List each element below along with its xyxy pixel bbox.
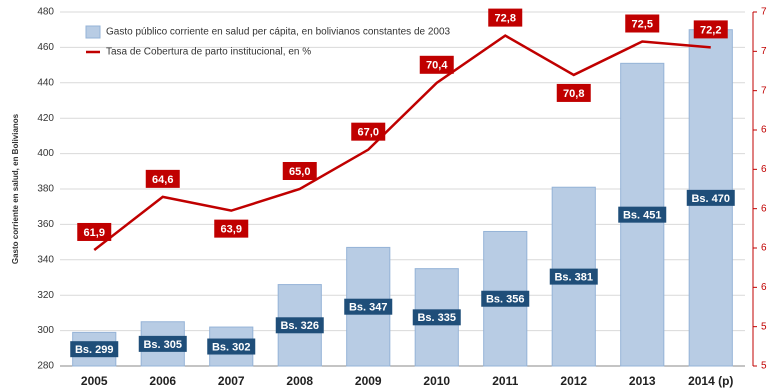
- y2-tick-label: 7: [761, 46, 767, 57]
- bar-label: Bs. 305: [143, 339, 182, 351]
- line-label-box: [214, 219, 249, 238]
- bar-label-box: [138, 335, 187, 352]
- line-label: 72,5: [632, 18, 653, 30]
- y-tick-label: 380: [37, 184, 54, 195]
- x-tick-label: 2005: [81, 374, 108, 388]
- bar-label: Bs. 470: [691, 193, 730, 205]
- y2-tick-label: 6: [761, 203, 767, 214]
- bar-label: Bs. 451: [623, 210, 662, 222]
- line-label: 63,9: [221, 224, 242, 236]
- y-tick-label: 420: [37, 113, 54, 124]
- bar-label: Bs. 299: [75, 344, 114, 356]
- bar-label-box: [481, 290, 530, 307]
- bar-label: Bs. 381: [554, 272, 593, 284]
- line-label: 70,4: [426, 60, 448, 72]
- y2-tick-label: 5: [761, 361, 767, 372]
- y-tick-label: 480: [37, 7, 54, 18]
- bar-label-box: [618, 206, 667, 223]
- line-label-box: [351, 122, 386, 141]
- x-tick-label: 2009: [355, 374, 382, 388]
- line-label: 61,9: [84, 227, 105, 239]
- line-label: 70,8: [563, 88, 584, 100]
- y-tick-label: 400: [37, 148, 54, 159]
- y-tick-label: 340: [37, 254, 54, 265]
- y2-tick-label: 7: [761, 7, 767, 18]
- x-tick-label: 2007: [218, 374, 245, 388]
- bar-label-box: [70, 341, 119, 358]
- line-label-box: [282, 162, 317, 180]
- y-tick-label: 320: [37, 290, 54, 301]
- bar-label: Bs. 302: [212, 341, 251, 353]
- y2-tick-label: 6: [761, 282, 767, 293]
- x-tick-label: 2014 (p): [688, 374, 733, 388]
- y-tick-label: 440: [37, 77, 54, 88]
- x-tick-label: 2010: [423, 374, 450, 388]
- y2-tick-label: 6: [761, 243, 767, 254]
- line-label: 65,0: [289, 166, 310, 178]
- line-label: 64,6: [152, 174, 173, 186]
- bar-label-box: [686, 189, 735, 206]
- line-label-box: [488, 8, 523, 27]
- bar-label-box: [344, 298, 393, 315]
- y-axis-label: Gasto corriente en salud, en Bolivianos: [11, 113, 20, 264]
- x-tick-label: 2011: [492, 374, 518, 388]
- line-label-box: [145, 169, 180, 188]
- bar-label: Bs. 326: [280, 320, 319, 332]
- legend-swatch: [85, 25, 101, 39]
- x-tick-label: 2006: [149, 374, 176, 388]
- y2-tick-label: 7: [761, 85, 767, 96]
- x-tick-label: 2013: [629, 374, 656, 388]
- bar-label: Bs. 335: [417, 312, 456, 324]
- bar-label-box: [412, 309, 461, 326]
- y2-tick-label: 6: [761, 164, 767, 175]
- line-label-box: [77, 222, 112, 241]
- legend-label: Gasto público corriente en salud per cáp…: [106, 27, 451, 38]
- y-tick-label: 300: [37, 325, 54, 336]
- line-label-box: [556, 83, 591, 102]
- bar-label: Bs. 347: [349, 302, 388, 314]
- line-label-box: [693, 20, 728, 39]
- y-tick-label: 460: [37, 42, 54, 53]
- bar-label-box: [275, 317, 324, 334]
- line-label-box: [625, 14, 660, 33]
- y-tick-label: 360: [37, 219, 54, 230]
- line-label-box: [419, 55, 454, 74]
- bar-label: Bs. 356: [486, 294, 525, 306]
- line-label: 72,8: [495, 13, 516, 25]
- x-tick-label: 2008: [286, 374, 313, 388]
- x-tick-label: 2012: [560, 374, 587, 388]
- line-label: 72,2: [700, 24, 721, 36]
- bar-label-box: [549, 268, 598, 285]
- legend-label: Tasa de Cobertura de parto institucional…: [106, 47, 311, 58]
- bar-label-box: [207, 338, 256, 355]
- line-label: 67,0: [358, 127, 379, 139]
- y-tick-label: 280: [37, 361, 54, 372]
- y2-tick-label: 6: [761, 125, 767, 136]
- line: [93, 34, 711, 251]
- y2-tick-label: 5: [761, 321, 767, 332]
